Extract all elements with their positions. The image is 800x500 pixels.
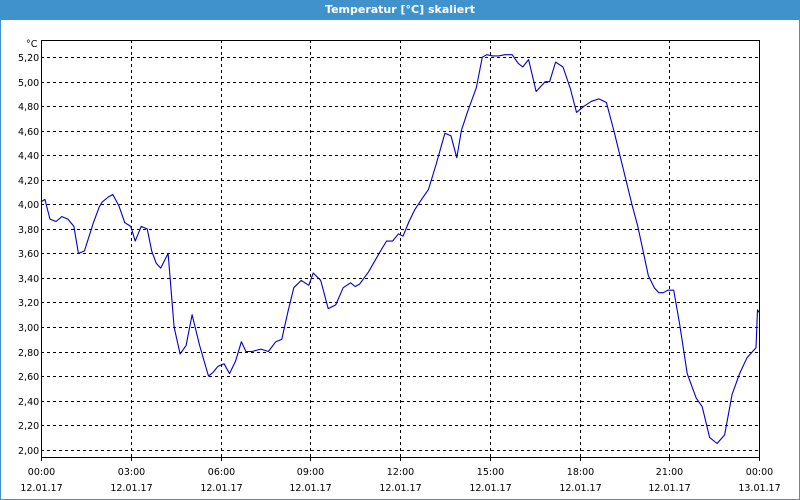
x-tick-date: 13.01.17 xyxy=(738,483,780,494)
y-tick-label: 2,60 xyxy=(18,372,39,383)
x-tick-time: 00:00 xyxy=(746,467,773,478)
x-tick-labels: 00:00 12.01.17 03:00 12.01.17 06:00 12.01.17 0… xyxy=(20,467,780,494)
y-tick-label: 3,60 xyxy=(18,249,39,260)
x-tick-date: 12.01.17 xyxy=(559,483,601,494)
y-axis-label: °C xyxy=(26,39,38,50)
x-tick-date: 12.01.17 xyxy=(289,483,331,494)
x-tick-time: 03:00 xyxy=(118,467,145,478)
plot-frame xyxy=(41,40,760,458)
y-tick-label: 3,20 xyxy=(18,298,39,309)
x-tick-time: 18:00 xyxy=(567,467,594,478)
x-tick-time: 06:00 xyxy=(208,467,235,478)
x-tick-time: 12:00 xyxy=(387,467,414,478)
y-tick-label: 2,00 xyxy=(18,446,39,457)
x-tick-date: 12.01.17 xyxy=(469,483,511,494)
y-tick-label: 3,00 xyxy=(18,323,39,334)
series-line xyxy=(40,54,760,445)
window-title: Temperatur [°C] skaliert xyxy=(0,0,800,20)
y-tick-label: 4,80 xyxy=(18,102,39,113)
y-tick-label: 2,20 xyxy=(18,421,39,432)
y-tick-label: 4,00 xyxy=(18,200,39,211)
y-tick-label: 5,00 xyxy=(18,78,39,89)
x-tick-date: 12.01.17 xyxy=(110,483,152,494)
line-chart: 2,00 2,20 2,40 2,60 2,80 3,00 3,20 3,40 3,60 3,80… xyxy=(18,39,781,494)
y-tick-label: 5,20 xyxy=(18,53,39,64)
x-tick-time: 00:00 xyxy=(28,467,55,478)
y-tick-label: 2,80 xyxy=(18,348,39,359)
y-tick-label: 2,40 xyxy=(18,397,39,408)
y-tick-label: 3,80 xyxy=(18,225,39,236)
grid xyxy=(41,40,759,457)
x-tick-time: 15:00 xyxy=(477,467,504,478)
y-tick-label: 4,40 xyxy=(18,151,39,162)
x-tick-time: 21:00 xyxy=(656,467,683,478)
x-tick-date: 12.01.17 xyxy=(20,483,62,494)
x-tick-date: 12.01.17 xyxy=(200,483,242,494)
y-tick-labels: 2,00 2,20 2,40 2,60 2,80 3,00 3,20 3,40 3,60 3,80… xyxy=(18,53,39,457)
y-tick-label: 4,60 xyxy=(18,127,39,138)
x-tick-date: 12.01.17 xyxy=(648,483,690,494)
x-tick-time: 09:00 xyxy=(297,467,324,478)
y-tick-label: 4,20 xyxy=(18,176,39,187)
x-tick-date: 12.01.17 xyxy=(379,483,421,494)
y-tick-label: 3,40 xyxy=(18,274,39,285)
axes xyxy=(41,40,760,461)
series-layer xyxy=(40,54,760,445)
